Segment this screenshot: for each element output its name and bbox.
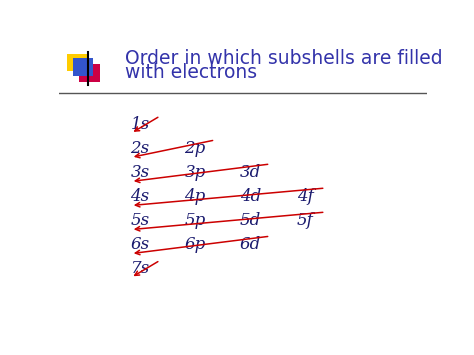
Bar — [80, 65, 100, 82]
Text: 4d: 4d — [240, 188, 261, 205]
Text: 4f: 4f — [297, 188, 314, 205]
Text: 6p: 6p — [184, 236, 206, 253]
Text: 3s: 3s — [130, 164, 150, 181]
Text: 4p: 4p — [184, 188, 206, 205]
Text: 3p: 3p — [184, 164, 206, 181]
Text: Order in which subshells are filled: Order in which subshells are filled — [125, 49, 443, 69]
Text: 4s: 4s — [130, 188, 150, 205]
Text: 3d: 3d — [240, 164, 261, 181]
Text: 5p: 5p — [184, 212, 206, 229]
Text: 2s: 2s — [130, 140, 150, 157]
Text: 1s: 1s — [130, 116, 150, 133]
Text: with electrons: with electrons — [125, 63, 257, 82]
Text: 7s: 7s — [130, 261, 150, 278]
Text: 5s: 5s — [130, 212, 150, 229]
Bar — [66, 54, 87, 71]
Text: 2p: 2p — [184, 140, 206, 157]
Text: 6s: 6s — [130, 236, 150, 253]
Text: 5d: 5d — [240, 212, 261, 229]
Text: 5f: 5f — [297, 212, 314, 229]
Text: 6d: 6d — [240, 236, 261, 253]
Bar — [73, 58, 93, 76]
